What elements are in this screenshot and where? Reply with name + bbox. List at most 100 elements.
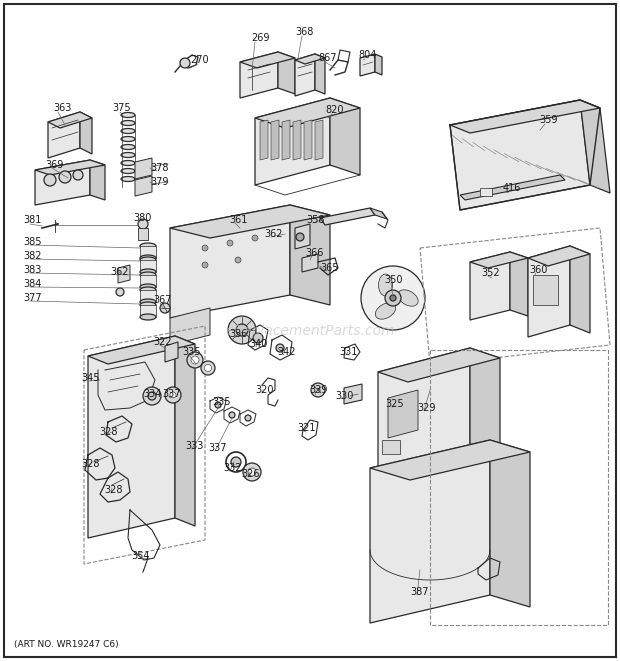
Polygon shape (240, 52, 295, 68)
Circle shape (170, 392, 176, 398)
Polygon shape (570, 246, 590, 333)
Text: 332: 332 (224, 463, 242, 473)
Text: 381: 381 (24, 215, 42, 225)
Text: 333: 333 (186, 441, 204, 451)
Text: 326: 326 (242, 469, 260, 479)
Ellipse shape (140, 272, 156, 278)
Text: 336: 336 (229, 329, 247, 339)
Circle shape (73, 170, 83, 180)
Polygon shape (528, 246, 570, 337)
Polygon shape (295, 224, 310, 249)
Text: 379: 379 (151, 177, 169, 187)
Bar (138, 228, 148, 240)
Bar (140, 275, 156, 287)
Bar (382, 440, 400, 454)
Ellipse shape (121, 153, 135, 157)
Ellipse shape (121, 176, 135, 182)
Polygon shape (170, 308, 210, 345)
Polygon shape (80, 112, 92, 154)
Text: 383: 383 (24, 265, 42, 275)
Polygon shape (90, 160, 105, 200)
Text: 867: 867 (319, 53, 337, 63)
Text: 335: 335 (213, 397, 231, 407)
Text: 337: 337 (209, 443, 228, 453)
Polygon shape (450, 100, 600, 133)
Polygon shape (170, 205, 330, 238)
Ellipse shape (398, 290, 418, 306)
Circle shape (143, 387, 161, 405)
Text: 375: 375 (113, 103, 131, 113)
Text: 328: 328 (82, 459, 100, 469)
Circle shape (59, 171, 71, 183)
Polygon shape (320, 208, 375, 225)
Polygon shape (282, 120, 290, 160)
Text: 382: 382 (24, 251, 42, 261)
Circle shape (231, 457, 241, 467)
Text: 328: 328 (105, 485, 123, 495)
Text: 270: 270 (191, 55, 210, 65)
Polygon shape (388, 390, 418, 438)
Text: 325: 325 (386, 399, 404, 409)
Ellipse shape (140, 269, 156, 275)
Text: 377: 377 (24, 293, 42, 303)
Polygon shape (260, 120, 268, 160)
Ellipse shape (121, 128, 135, 134)
Polygon shape (293, 120, 301, 160)
Text: 360: 360 (530, 265, 548, 275)
Polygon shape (88, 336, 195, 364)
Text: 352: 352 (482, 268, 500, 278)
Text: 322: 322 (154, 337, 172, 347)
Polygon shape (240, 52, 278, 98)
Polygon shape (278, 52, 295, 94)
Polygon shape (470, 252, 510, 320)
Circle shape (243, 463, 261, 481)
Text: 384: 384 (24, 279, 42, 289)
Circle shape (202, 262, 208, 268)
Circle shape (229, 412, 235, 418)
Text: 321: 321 (298, 423, 316, 433)
Text: 340: 340 (250, 339, 268, 349)
Ellipse shape (140, 284, 156, 290)
Circle shape (235, 257, 241, 263)
Polygon shape (470, 252, 528, 268)
Text: 366: 366 (306, 248, 324, 258)
Polygon shape (175, 336, 195, 526)
Polygon shape (135, 158, 152, 179)
Circle shape (296, 233, 304, 241)
Bar (140, 305, 156, 317)
Polygon shape (118, 265, 130, 283)
Text: 269: 269 (250, 33, 269, 43)
Circle shape (165, 387, 181, 403)
Polygon shape (302, 254, 318, 272)
Circle shape (215, 402, 221, 408)
Text: 359: 359 (540, 115, 558, 125)
Circle shape (191, 356, 199, 364)
Polygon shape (88, 336, 175, 538)
Text: 804: 804 (359, 50, 377, 60)
Ellipse shape (375, 303, 396, 319)
Ellipse shape (140, 302, 156, 308)
Bar (140, 260, 156, 272)
Ellipse shape (378, 274, 392, 296)
Polygon shape (370, 440, 530, 480)
Polygon shape (170, 205, 290, 318)
Text: 387: 387 (410, 587, 429, 597)
Circle shape (201, 361, 215, 375)
Circle shape (385, 290, 401, 306)
Text: 335: 335 (183, 347, 202, 357)
Circle shape (202, 245, 208, 251)
Polygon shape (378, 348, 470, 486)
Circle shape (228, 316, 256, 344)
Circle shape (180, 58, 190, 68)
Circle shape (148, 392, 156, 400)
Text: 368: 368 (296, 27, 314, 37)
Text: 330: 330 (335, 391, 353, 401)
Polygon shape (295, 54, 315, 96)
Ellipse shape (140, 243, 156, 249)
Text: eReplacementParts.com: eReplacementParts.com (225, 323, 395, 338)
Polygon shape (360, 54, 375, 76)
Circle shape (187, 352, 203, 368)
Ellipse shape (121, 161, 135, 165)
Text: 361: 361 (229, 215, 247, 225)
Text: (ART NO. WR19247 C6): (ART NO. WR19247 C6) (14, 640, 118, 649)
